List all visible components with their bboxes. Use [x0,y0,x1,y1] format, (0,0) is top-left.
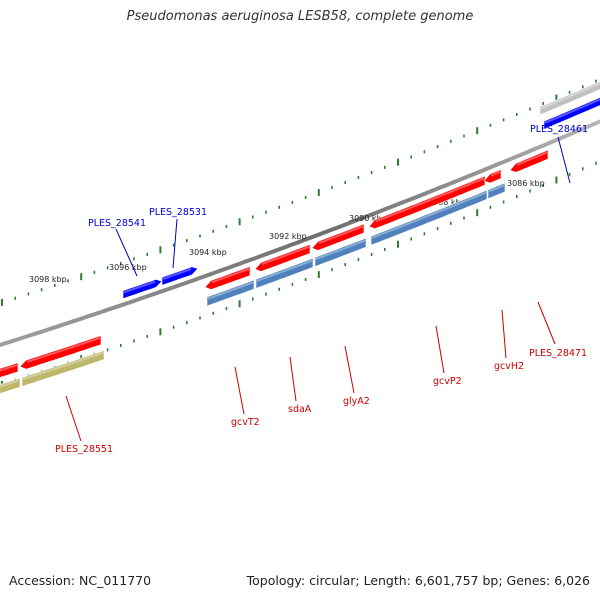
tick-label-3096: 3096 kbp [109,263,147,272]
scale-ticks-inner [1,161,597,388]
gene-label-gcvh2: gcvH2 [494,361,524,372]
leader-gcvp2 [435,325,445,374]
tick-label-3094: 3094 kbp [189,248,227,257]
gene-sdaa-highlight [256,259,313,282]
cds-gcvp2 [368,175,486,230]
gene-glya2-highlight [315,239,366,261]
leader-ples-28551 [65,395,82,442]
gene-label-ples-28541: PLES_28541 [88,218,146,229]
cds-gcvh2-highlight [490,170,501,177]
gene-label-glya2: glyA2 [343,396,370,407]
scale-ticks-outer [1,79,597,306]
leader-gcvh2 [501,309,507,359]
tick-label-3098: 3098 kbp [29,275,67,284]
gene-sdaa [255,257,314,289]
cds-ples-28531 [161,266,199,286]
cds-ples-28531-highlight [162,268,192,280]
accession-info: Accession: NC_011770 [9,573,152,588]
gene-label-sdaa: sdaA [288,404,312,415]
tick-label-3090: 3090 kbp [349,214,387,223]
cds-sdaa-highlight [261,245,310,266]
cds-left-edge-highlight [0,364,18,372]
gene-label-gcvp2: gcvP2 [433,376,462,387]
cds-left-edge [0,362,19,378]
gene-label-gcvt2: gcvT2 [231,417,260,428]
cds-ples-28471 [509,149,549,173]
cds-ples-28471-highlight [516,151,548,166]
cds-gcvp2-highlight [375,177,485,223]
leader-gcvt2 [234,366,245,415]
gene-glya2 [314,237,367,267]
gene-left-edge-highlight [0,379,20,388]
cds-ples-28551-highlight [26,336,101,363]
cds-ples-28541-highlight [123,280,156,294]
tick-label-3088: 3088 kbp [428,198,466,207]
cds-gcvt2 [204,266,251,290]
gene-gcvp2 [370,189,488,246]
cds-gcvt2-highlight [211,267,250,284]
genome-summary: Topology: circular; Length: 6,601,757 bp… [246,573,590,588]
gene-gcvt2-highlight [207,281,254,300]
leader-ples-28461 [557,136,571,184]
cds-gcvh2 [483,169,502,184]
leader-ples-28541 [115,228,138,277]
map-title: Pseudomonas aeruginosa LESB58, complete … [126,9,474,24]
gene-label-ples-28461: PLES_28461 [530,124,588,135]
cds-glya2 [311,223,365,251]
gene-gcvh2-highlight [488,184,505,193]
cds-sdaa [254,243,311,272]
cds-ples-28461-highlight [544,98,600,124]
scale-tick-labels: 3086 kbp 3088 kbp 3090 kbp 3092 kbp 3094… [29,179,545,284]
gene-gcvh2 [487,182,506,200]
gene-features [0,81,600,394]
gene-label-ples-28471: PLES_28471 [529,348,587,359]
gene-labels: PLES_28461 PLES_28541 PLES_28531 gcvT2 s… [55,124,588,455]
gene-ples-28551 [21,350,105,387]
gene-gcvt2 [206,279,255,307]
gene-left-edge [0,377,21,394]
cds-ples-28541 [122,278,163,300]
cds-ples-28461 [543,97,600,130]
leader-glya2 [344,345,355,394]
tick-label-3092: 3092 kbp [269,232,307,241]
gene-label-ples-28531: PLES_28531 [149,207,207,218]
leader-sdaa [289,356,297,402]
gene-ples-28461-highlight [540,82,600,110]
cds-glya2-highlight [318,225,364,244]
gene-label-ples-28551: PLES_28551 [55,444,113,455]
tick-label-3086: 3086 kbp [507,179,545,188]
gene-ples-28551-highlight [22,351,104,381]
genome-backbone [0,119,600,348]
label-leader-lines [65,136,571,442]
gene-gcvp2-highlight [371,191,487,239]
gene-ples-28461 [539,81,600,116]
cds-ples-28551 [19,335,102,370]
leader-ples-28531 [172,218,178,269]
leader-ples-28471 [537,301,556,345]
